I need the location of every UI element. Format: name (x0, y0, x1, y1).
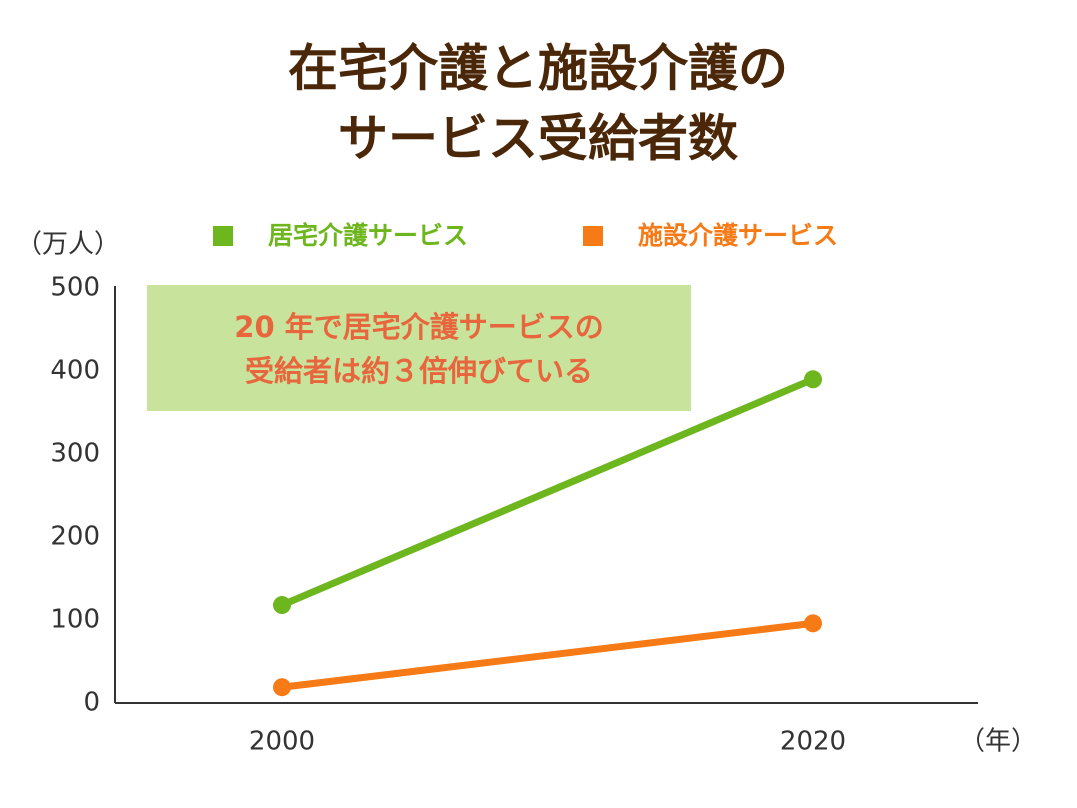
x-tick-label: 2000 (249, 727, 315, 757)
legend-swatch (583, 226, 603, 246)
point (273, 678, 291, 697)
chart-title: 在宅介護と施設介護の (288, 40, 788, 98)
annotation: 20 年で居宅介護サービスの (234, 310, 603, 344)
y-tick-label: 100 (50, 605, 100, 635)
y-axis-label: （万人） (16, 230, 120, 260)
legend-label: 居宅介護サービス (268, 221, 468, 250)
y-tick-label: 0 (83, 688, 100, 718)
legend-swatch (213, 226, 233, 246)
point (804, 614, 822, 633)
legend-label: 施設介護サービス (638, 221, 838, 250)
line (280, 376, 815, 609)
line (281, 619, 814, 691)
y-tick-label: 300 (50, 439, 100, 469)
y-tick-label: 500 (50, 273, 100, 303)
y-tick-label: 400 (50, 356, 100, 386)
point (804, 370, 822, 389)
annotation: 受給者は約３倍伸びている (245, 354, 593, 388)
annotation-box (147, 285, 691, 411)
x-tick-label: 2020 (780, 727, 846, 757)
x-axis-label: （年） (959, 727, 1037, 757)
point (273, 596, 291, 615)
y-tick-label: 200 (50, 522, 100, 552)
chart-title: サービス受給者数 (338, 110, 738, 168)
